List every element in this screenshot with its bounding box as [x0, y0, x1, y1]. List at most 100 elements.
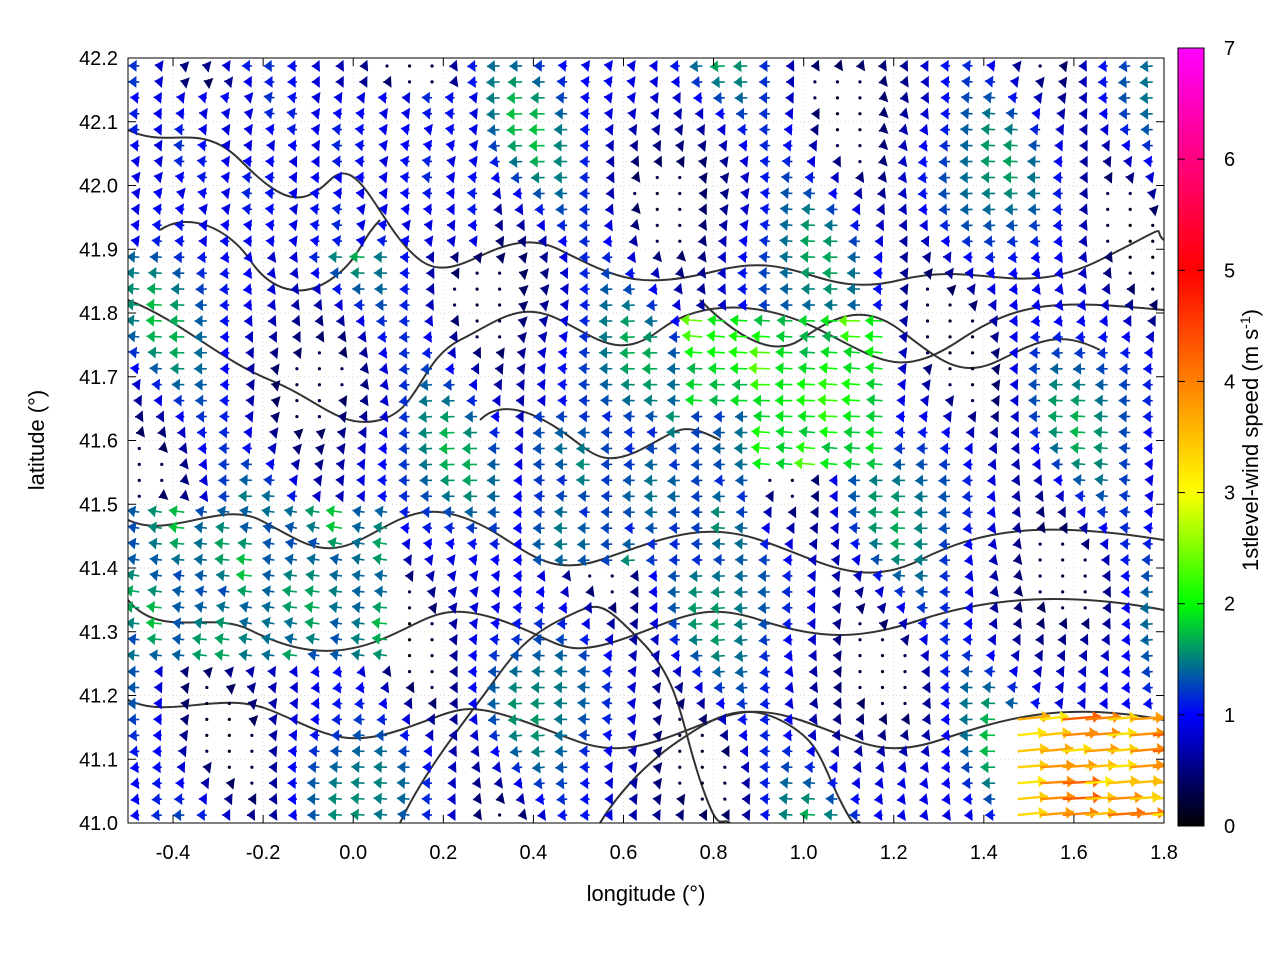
wind-vector: [848, 506, 860, 519]
wind-vector: [674, 681, 684, 694]
wind-vector: [691, 506, 703, 519]
wind-vector: [753, 410, 770, 423]
wind-vector: [178, 745, 187, 758]
wind-vector: [128, 633, 140, 646]
wind-vector: [287, 490, 297, 503]
wind-vector: [533, 633, 545, 646]
wind-vector: [990, 331, 999, 344]
wind-vector: [623, 410, 635, 423]
wind-vector: [289, 665, 298, 678]
wind-vector: [376, 235, 388, 247]
wind-vector: [1120, 123, 1131, 136]
wind-vector: [376, 315, 388, 328]
wind-vector: [158, 488, 169, 501]
wind-vector: [430, 64, 434, 68]
wind-vector: [219, 235, 230, 248]
wind-vector: [734, 602, 748, 615]
wind-vector: [672, 299, 681, 311]
wind-vector: [621, 299, 635, 312]
wind-vector: [988, 442, 998, 455]
wind-vector: [304, 616, 320, 629]
wind-vector: [918, 617, 928, 630]
wind-vector: [601, 697, 613, 710]
wind-vector: [1121, 649, 1131, 662]
wind-vector: [866, 457, 883, 470]
wind-vector: [446, 171, 456, 184]
wind-vector: [423, 123, 433, 136]
wind-vector: [1152, 717, 1164, 721]
wind-vector: [759, 792, 770, 805]
wind-vector: [1054, 251, 1063, 264]
wind-vector: [152, 203, 162, 216]
wind-vector: [779, 218, 793, 231]
wind-vector: [468, 697, 478, 710]
wind-vector: [712, 665, 725, 678]
wind-vector: [1074, 490, 1086, 503]
wind-vector: [221, 107, 231, 120]
y-tick-label: 41.1: [79, 749, 118, 771]
wind-vector: [652, 714, 662, 726]
wind-vector: [250, 765, 254, 769]
wind-vector: [507, 139, 523, 152]
wind-vector: [1074, 347, 1086, 360]
wind-vector: [513, 474, 523, 487]
wind-vector: [620, 362, 635, 375]
wind-vector: [351, 648, 365, 661]
wind-vector: [759, 538, 770, 551]
wind-vector: [533, 777, 545, 790]
wind-vector: [760, 187, 770, 200]
wind-vector: [601, 251, 613, 264]
wind-vector: [723, 797, 727, 801]
wind-vector: [943, 410, 952, 423]
wind-vector: [326, 505, 343, 518]
wind-vector: [351, 761, 365, 774]
wind-vector: [529, 155, 545, 168]
wind-vector: [179, 473, 190, 486]
wind-vector: [987, 474, 996, 487]
wind-vector: [983, 793, 996, 806]
wind-vector: [1144, 458, 1154, 471]
wind-vector: [513, 490, 523, 503]
wind-vector: [940, 713, 951, 726]
wind-vector: [399, 315, 410, 328]
wind-vector: [918, 139, 928, 152]
wind-vector: [629, 139, 638, 152]
wind-vector: [734, 426, 748, 439]
wind-vector: [1121, 330, 1131, 343]
wind-vector: [939, 139, 951, 152]
wind-vector: [1030, 251, 1041, 264]
wind-vector: [759, 60, 770, 73]
wind-vector: [498, 303, 502, 307]
wind-vector: [899, 283, 909, 296]
wind-vector: [268, 761, 278, 774]
wind-vector: [858, 112, 862, 116]
wind-vector: [710, 521, 725, 534]
wind-vector: [940, 442, 951, 455]
wind-vector: [1143, 697, 1153, 710]
wind-vector: [940, 665, 951, 678]
wind-vector: [554, 538, 568, 551]
wind-vector: [337, 411, 347, 424]
wind-vector: [873, 283, 883, 296]
wind-vector: [627, 251, 636, 264]
wind-vector: [250, 733, 254, 737]
wind-vector: [980, 139, 996, 152]
wind-vector: [1152, 780, 1164, 785]
wind-vector: [154, 155, 163, 168]
wind-vector: [813, 96, 817, 100]
wind-vector: [311, 139, 321, 152]
wind-vector: [160, 478, 164, 482]
wind-vector: [842, 410, 860, 423]
wind-vector: [224, 666, 234, 679]
wind-vector: [606, 171, 615, 184]
wind-vector: [991, 363, 1001, 376]
wind-vector: [1017, 759, 1049, 772]
wind-vector: [917, 171, 928, 184]
wind-vector: [830, 538, 840, 551]
wind-vector: [878, 122, 889, 134]
wind-vector: [646, 538, 658, 551]
wind-vector: [1118, 91, 1131, 104]
wind-vector: [801, 203, 815, 216]
wind-vector: [961, 649, 973, 662]
wind-vector: [918, 155, 928, 168]
